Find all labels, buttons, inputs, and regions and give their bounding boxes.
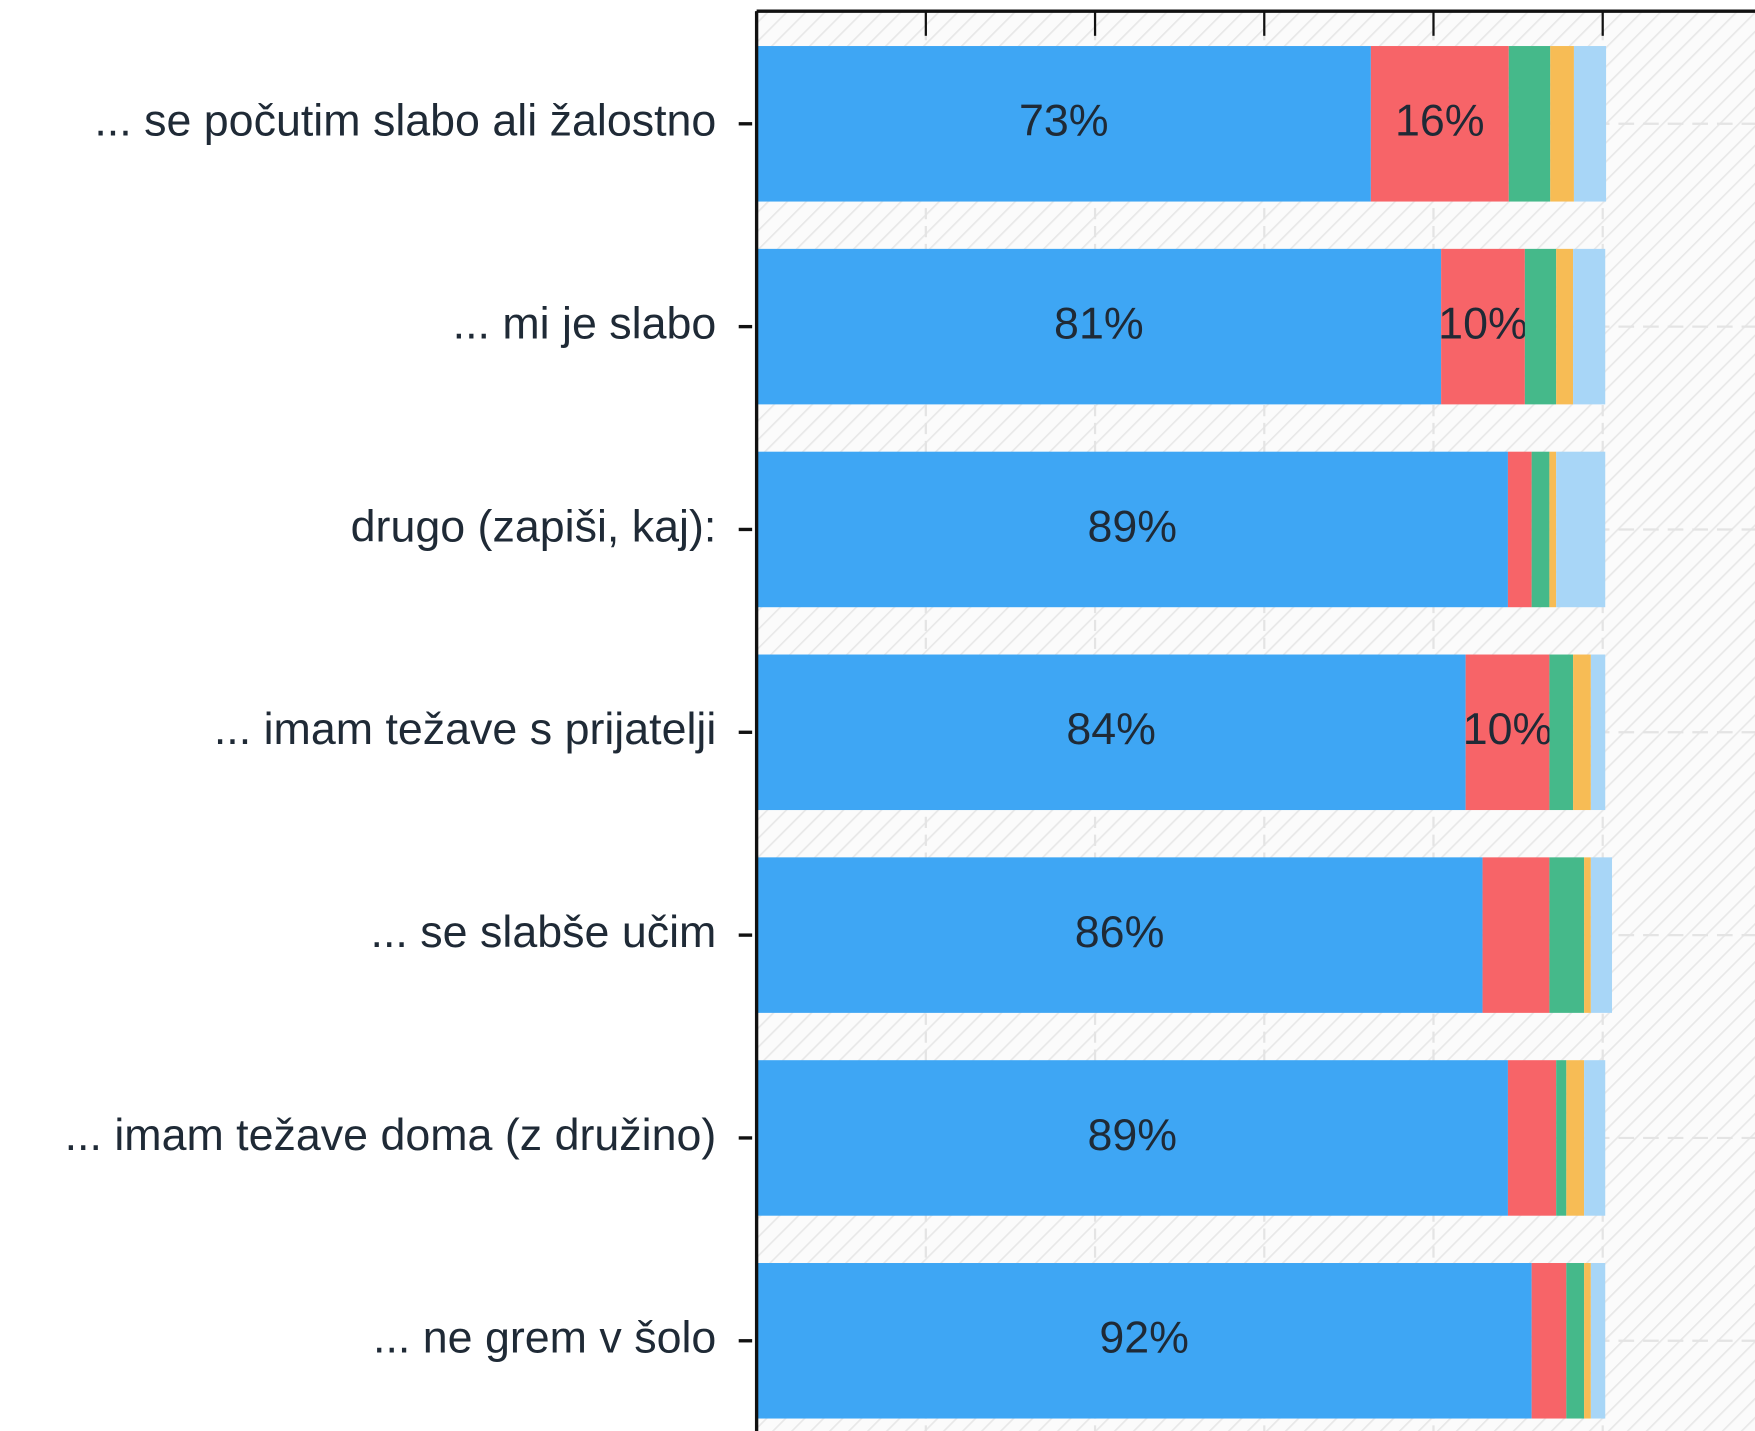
bar-segment (1465, 654, 1550, 811)
bar-segment (1584, 1263, 1591, 1419)
bar-segment (1441, 248, 1525, 405)
data-label: 84% (1066, 704, 1156, 754)
bar-segment (1508, 46, 1551, 202)
bar-segment (1370, 46, 1509, 202)
bar-segment (756, 1060, 1508, 1216)
data-label: 73% (1019, 96, 1109, 146)
data-label: 10% (1463, 704, 1553, 754)
bar-segment (756, 248, 1442, 405)
bar-segment (1590, 857, 1613, 1013)
bar-segment (1590, 1263, 1606, 1419)
data-label: 89% (1087, 1110, 1177, 1160)
bar-segment (1549, 654, 1574, 811)
bar-segment (756, 654, 1466, 811)
y-tick-label: drugo (zapiši, kaj): (351, 501, 717, 551)
bar-segment (1584, 1060, 1606, 1216)
y-tick-label: ... imam težave s prijatelji (214, 704, 716, 754)
bar-segment (1482, 857, 1550, 1013)
bar-segment (756, 857, 1483, 1013)
data-label: 92% (1099, 1313, 1189, 1363)
bar-segment (1550, 46, 1574, 202)
bar-segment (1566, 1060, 1585, 1216)
bar-segment (1531, 1263, 1567, 1419)
data-label: 16% (1395, 96, 1485, 146)
bar-segment (756, 451, 1508, 608)
bar-segment (756, 1263, 1532, 1419)
bar-segment (1584, 857, 1591, 1013)
bar-segment (1549, 451, 1557, 608)
data-label: 10% (1438, 298, 1528, 348)
bar-segment (1507, 1060, 1557, 1216)
y-tick-label: ... imam težave doma (z družino) (65, 1110, 717, 1160)
bar-segment (1590, 654, 1606, 811)
data-label: 86% (1075, 907, 1165, 957)
y-tick-label: ... ne grem v šolo (373, 1313, 716, 1363)
bar-segment (1531, 451, 1550, 608)
bar-segment (1573, 46, 1607, 202)
bar-segment (1556, 1060, 1567, 1216)
bar-segment (1556, 248, 1574, 405)
data-label: 81% (1054, 298, 1144, 348)
bar-segment (1573, 248, 1606, 405)
bar-segment (1573, 654, 1591, 811)
bar-segment (1556, 451, 1606, 608)
y-tick-label: ... se slabše učim (371, 907, 717, 957)
bar-segment (1566, 1263, 1585, 1419)
y-tick-label: ... se počutim slabo ali žalostno (94, 96, 716, 146)
y-tick-label: ... mi je slabo (453, 298, 717, 348)
bar-segment (1507, 451, 1532, 608)
data-label: 89% (1087, 501, 1177, 551)
bar-segment (756, 46, 1371, 202)
bar-segment (1549, 857, 1585, 1013)
bar-segment (1524, 248, 1557, 405)
